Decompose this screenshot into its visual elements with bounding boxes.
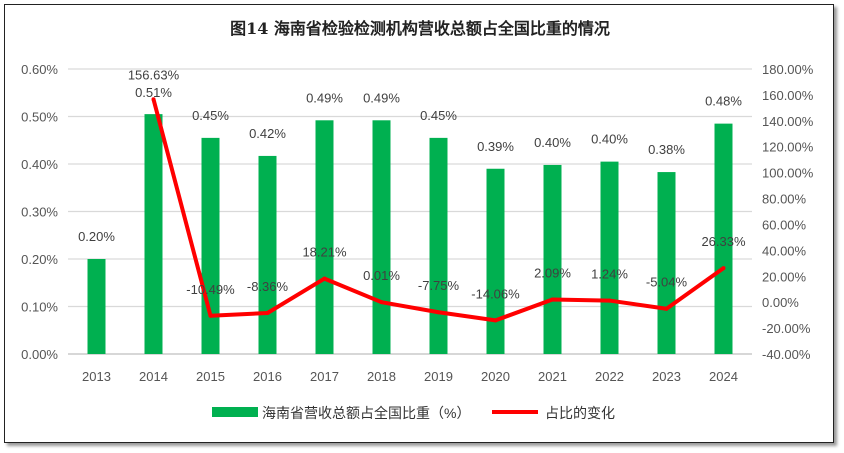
gridlines (68, 68, 752, 355)
line-data-label: -7.75% (418, 278, 460, 293)
bar-data-label: 0.45% (420, 108, 457, 123)
line-data-label: 26.33% (701, 234, 746, 249)
right-tick-label: 180.00% (762, 62, 814, 77)
x-tick-label: 2016 (253, 369, 282, 384)
bar-data-label: 0.38% (648, 142, 685, 157)
line-point (322, 276, 327, 281)
bar (372, 120, 391, 354)
line-point (550, 297, 555, 302)
left-tick-label: 0.00% (21, 347, 58, 362)
bar (543, 164, 562, 354)
x-tick-label: 2020 (481, 369, 510, 384)
line-series (151, 97, 726, 323)
x-tick-label: 2024 (709, 369, 738, 384)
right-tick-label: 140.00% (762, 114, 814, 129)
x-tick-label: 2014 (139, 369, 168, 384)
line-point (151, 97, 156, 102)
bar (486, 168, 505, 354)
left-tick-label: 0.30% (21, 205, 58, 220)
legend: 海南省营收总额占全国比重（%） 占比的变化 (212, 405, 615, 421)
right-tick-label: 80.00% (762, 192, 807, 207)
line-point (607, 298, 612, 303)
x-tick-label: 2017 (310, 369, 339, 384)
line-data-label: 2.09% (534, 265, 571, 280)
right-tick-label: 120.00% (762, 140, 814, 155)
bar (258, 155, 277, 354)
bar (315, 120, 334, 354)
bar (600, 161, 619, 354)
line-point (493, 318, 498, 323)
bar (144, 114, 163, 354)
line-data-label: -8.36% (247, 279, 289, 294)
x-tick-label: 2022 (595, 369, 624, 384)
line-data-label: 0.01% (363, 268, 400, 283)
left-tick-label: 0.40% (21, 157, 58, 172)
bar (201, 137, 220, 354)
bar-data-label: 0.49% (363, 90, 400, 105)
left-tick-label: 0.50% (21, 110, 58, 125)
bar-data-label: 0.49% (306, 90, 343, 105)
right-tick-label: -20.00% (762, 321, 811, 336)
x-tick-label: 2023 (652, 369, 681, 384)
chart-frame (4, 4, 834, 443)
left-tick-label: 0.20% (21, 252, 58, 267)
bar (657, 172, 676, 354)
left-tick-label: 0.10% (21, 300, 58, 315)
x-tick-label: 2018 (367, 369, 396, 384)
bar-data-label: 0.51% (135, 85, 172, 100)
line-data-label: 1.24% (591, 267, 628, 282)
legend-line-label: 占比的变化 (545, 405, 615, 421)
x-tick-label: 2019 (424, 369, 453, 384)
axes: 0.00% 0.10% 0.20% 0.30% 0.40% 0.50% 0.60% -40.0… (21, 62, 814, 384)
line-data-label: -10.49% (186, 282, 235, 297)
bar-series (87, 114, 733, 354)
data-labels: 0.20% 0.51% 0.45% 0.42% 0.49% 0.49% 0.45% 0.39%… (78, 67, 746, 301)
line-point (664, 306, 669, 311)
line-point (379, 300, 384, 305)
right-tick-label: 60.00% (762, 217, 807, 232)
right-tick-label: -40.00% (762, 347, 811, 362)
line-point (721, 266, 726, 271)
right-tick-label: 40.00% (762, 243, 807, 258)
right-tick-label: 160.00% (762, 88, 814, 103)
line-data-label: -14.06% (471, 286, 520, 301)
bar-data-label: 0.39% (477, 139, 514, 154)
bar (714, 123, 733, 354)
left-tick-label: 0.60% (21, 62, 58, 77)
bar-data-label: 0.20% (78, 229, 115, 244)
legend-bar-label: 海南省营收总额占全国比重（%） (262, 405, 470, 421)
x-tick-label: 2015 (196, 369, 225, 384)
bar (87, 259, 106, 354)
line-data-label: 156.63% (128, 67, 180, 82)
bar-data-label: 0.42% (249, 126, 286, 141)
right-tick-label: 20.00% (762, 269, 807, 284)
bar-data-label: 0.45% (192, 108, 229, 123)
line-point (436, 310, 441, 315)
line-point (208, 313, 213, 318)
right-tick-label: 0.00% (762, 295, 799, 310)
x-tick-label: 2021 (538, 369, 567, 384)
bar-data-label: 0.40% (591, 132, 628, 147)
bar (429, 137, 448, 354)
bar-data-label: 0.40% (534, 135, 571, 150)
bar-data-label: 0.48% (705, 94, 742, 109)
legend-bar-swatch (212, 407, 258, 417)
right-tick-label: 100.00% (762, 166, 814, 181)
chart-title: 图14 海南省检验检测机构营收总额占全国比重的情况 (230, 19, 610, 38)
line-data-label: 18.21% (302, 245, 347, 260)
line-point (265, 311, 270, 316)
line-data-label: -5.04% (646, 275, 688, 290)
x-tick-label: 2013 (82, 369, 111, 384)
